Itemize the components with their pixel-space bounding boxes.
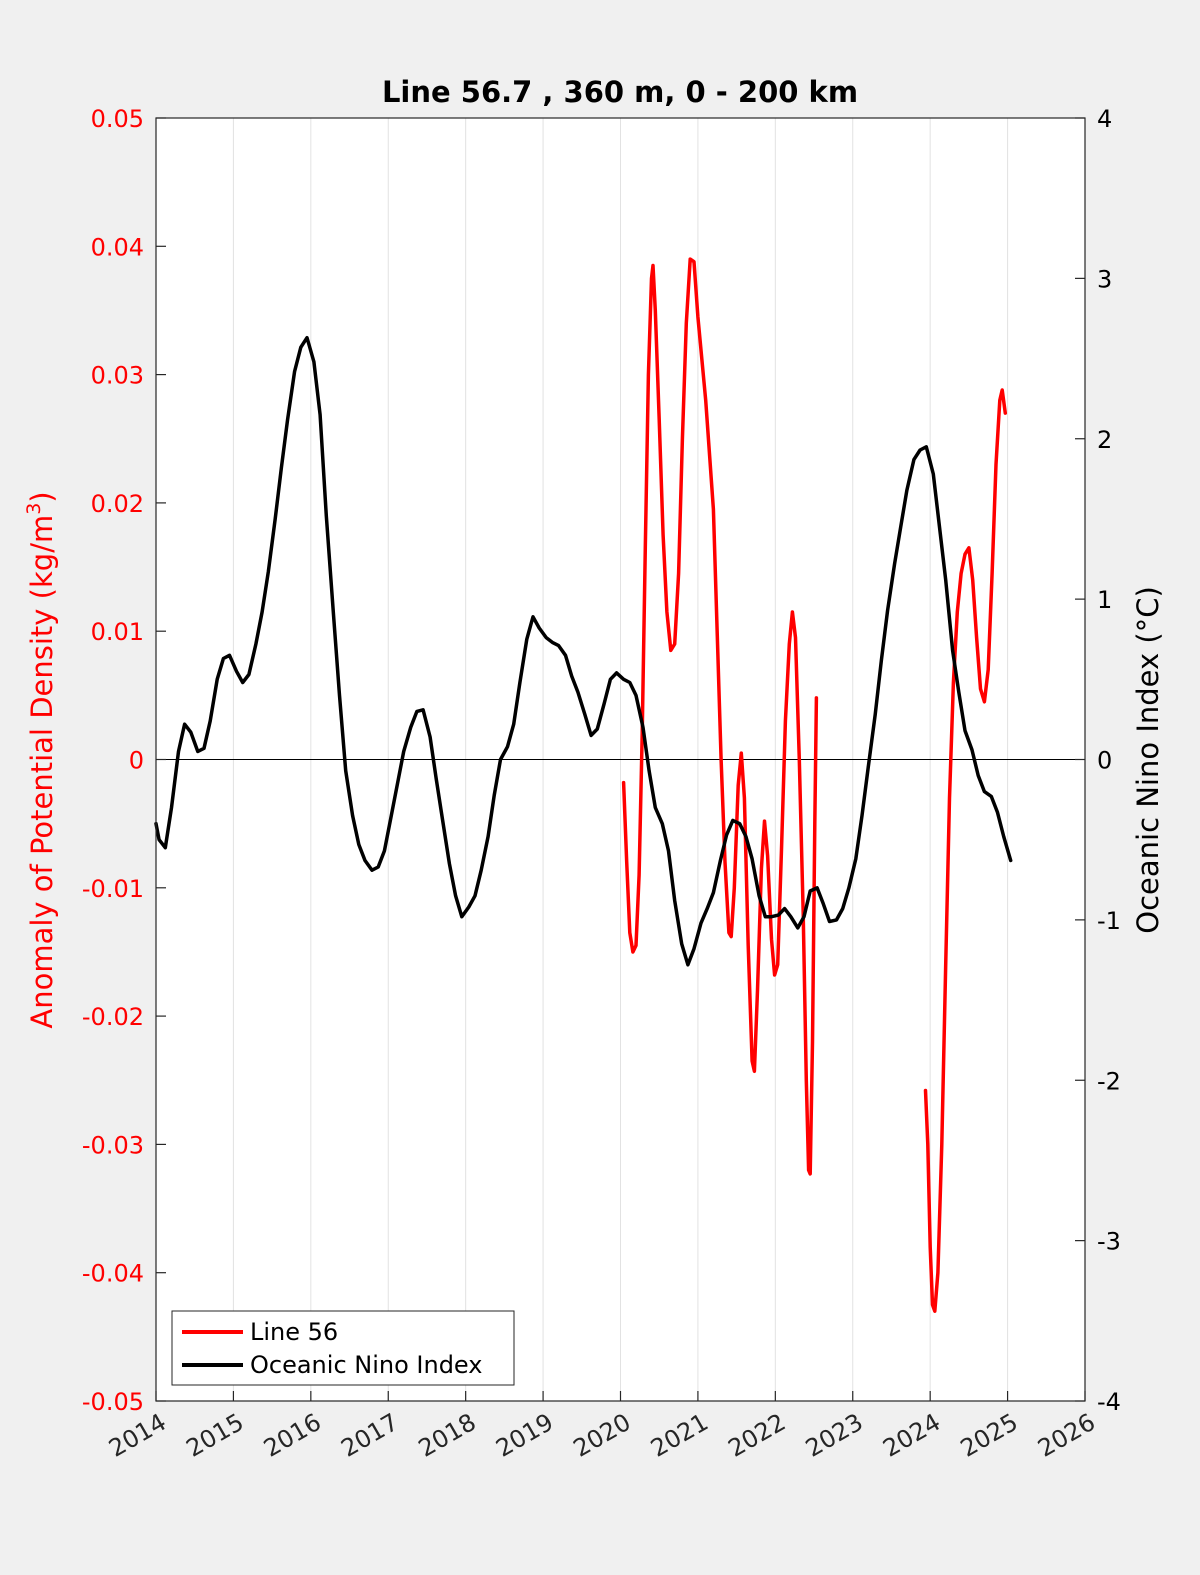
legend-label-oni: Oceanic Nino Index xyxy=(250,1351,482,1379)
left-tick-label: 0.02 xyxy=(91,490,144,518)
series-line56 xyxy=(923,388,1008,1313)
x-tick-label: 2026 xyxy=(1033,1408,1100,1463)
right-tick-label: 0 xyxy=(1097,747,1112,775)
x-tick-label: 2019 xyxy=(491,1408,558,1463)
right-tick-label: -3 xyxy=(1097,1228,1121,1256)
left-tick-label: 0.01 xyxy=(91,618,144,646)
x-tick-label: 2022 xyxy=(723,1408,790,1463)
x-axis-ticks: 2014 2015 2016 2017 2018 2019 2020 2021 2022 2023… xyxy=(104,1391,1100,1463)
x-tick-label: 2020 xyxy=(569,1408,636,1463)
x-tick-label: 2016 xyxy=(259,1408,326,1463)
x-tick-label: 2021 xyxy=(646,1408,713,1463)
legend: Line 56 Oceanic Nino Index xyxy=(171,1310,515,1386)
left-tick-label: -0.04 xyxy=(82,1260,144,1288)
x-tick-label: 2015 xyxy=(182,1408,249,1463)
right-tick-label: 3 xyxy=(1097,265,1112,293)
x-tick-label: 2025 xyxy=(956,1408,1023,1463)
x-tick-label: 2017 xyxy=(336,1408,403,1463)
left-tick-label: 0.03 xyxy=(91,362,144,390)
x-tick-label: 2014 xyxy=(104,1408,171,1463)
right-tick-label: -4 xyxy=(1097,1388,1121,1416)
right-tick-label: 1 xyxy=(1097,586,1112,614)
legend-label-line56: Line 56 xyxy=(250,1318,338,1346)
left-tick-label: -0.03 xyxy=(82,1131,144,1159)
right-tick-label: 2 xyxy=(1097,426,1112,454)
left-tick-label: -0.02 xyxy=(82,1003,144,1031)
left-tick-label: 0.05 xyxy=(91,105,144,133)
right-axis-label: Oceanic Nino Index (°C) xyxy=(1131,586,1165,934)
left-axis-label: Anomaly of Potential Density (kg/m3) xyxy=(23,491,59,1028)
right-axis-ticks: 4 3 2 1 0 -1 -2 -3 -4 xyxy=(1075,105,1121,1416)
x-tick-label: 2023 xyxy=(801,1408,868,1463)
left-tick-label: -0.05 xyxy=(82,1388,144,1416)
x-tick-label: 2018 xyxy=(414,1408,481,1463)
x-tick-label: 2024 xyxy=(878,1408,945,1463)
right-tick-label: 4 xyxy=(1097,105,1112,133)
right-tick-label: -1 xyxy=(1097,907,1121,935)
series-oni xyxy=(154,335,1013,967)
right-tick-label: -2 xyxy=(1097,1067,1121,1095)
left-tick-label: -0.01 xyxy=(82,875,144,903)
series-layer xyxy=(154,257,1013,1313)
left-tick-label: 0.04 xyxy=(91,233,144,261)
left-axis-ticks: 0.05 0.04 0.03 0.02 0.01 0 -0.01 -0.02 -0.03 -0.0… xyxy=(82,105,166,1416)
legend-box xyxy=(171,1310,515,1386)
series-line56 xyxy=(621,257,819,1176)
left-tick-label: 0 xyxy=(129,747,144,775)
chart-title: Line 56.7 , 360 m, 0 - 200 km xyxy=(382,75,858,109)
